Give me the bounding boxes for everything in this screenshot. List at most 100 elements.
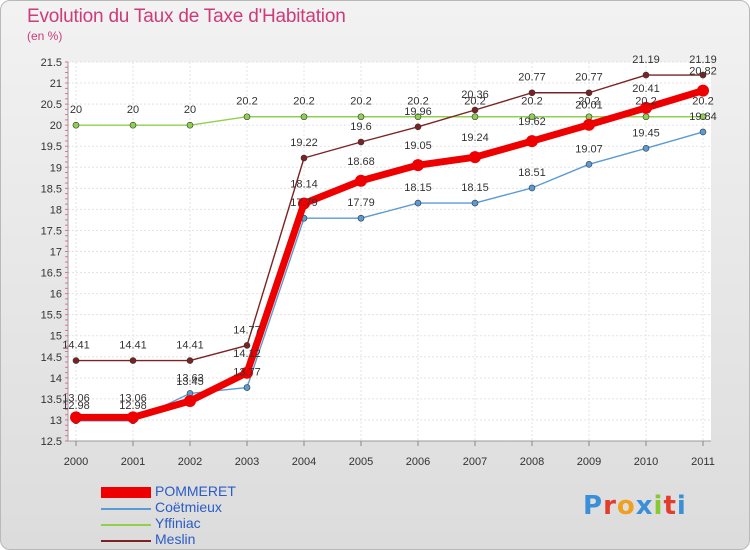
proxiti-logo[interactable]: Proxiti [583,491,687,521]
data-point-cotmieux [585,161,593,168]
series-line-cotmieux [75,131,704,422]
x-tick-label: 2010 [634,456,658,468]
legend-item-coetmieux: Coëtmieux [101,499,321,516]
data-label-cotmieux: 19.84 [689,111,717,123]
data-point-meslin [72,357,80,364]
data-point-meslin [300,154,308,162]
data-point-yffiniac [243,113,251,121]
data-label-pommeret: 20.01 [575,100,603,112]
x-tick-label: 2009 [577,456,601,468]
data-point-pommeret [241,366,253,379]
data-point-yffiniac [642,113,650,121]
legend-label-coetmieux: Coëtmieux [155,499,222,515]
data-label-cotmieux: 17.79 [290,197,318,209]
data-label-pommeret: 18.14 [290,178,318,190]
data-point-meslin [699,71,707,79]
data-label-meslin: 20.77 [518,72,546,84]
data-label-cotmieux: 18.15 [404,182,432,194]
series-line-yffiniac [75,116,704,126]
legend-label-meslin: Meslin [155,531,196,547]
data-label-yffiniac: 20.2 [407,96,428,108]
data-label-cotmieux: 12.98 [62,400,90,412]
data-label-yffiniac: 20.2 [464,96,485,108]
legend-item-pommeret: POMMERET [101,483,321,500]
legend-swatch-coetmieux [101,508,151,510]
data-point-cotmieux [471,199,479,207]
x-tick-label: 2005 [349,456,373,468]
data-label-cotmieux: 19.07 [575,143,603,155]
data-point-yffiniac [300,113,308,121]
data-label-meslin: 14.77 [233,324,261,336]
data-label-cotmieux: 12.98 [119,400,147,412]
data-label-pommeret: 13.06 [62,392,90,404]
x-tick-label: 2006 [406,456,430,468]
data-label-meslin: 21.19 [632,54,660,66]
data-point-pommeret [184,394,196,407]
y-tick-label: 16 [50,289,62,301]
y-tick-label: 16.5 [41,268,62,280]
data-label-pommeret: 18.68 [347,156,375,168]
data-point-meslin [585,89,593,97]
series-line-pommeret [72,87,707,421]
legend-item-meslin: Meslin [101,531,321,548]
data-label-pommeret: 13.45 [176,376,204,388]
y-tick-label: 14.5 [41,352,62,364]
data-point-meslin [642,71,650,79]
data-point-cotmieux [528,184,536,192]
x-tick-label: 2008 [520,456,544,468]
data-label-meslin: 19.6 [350,121,371,133]
data-point-yffiniac [528,113,536,121]
data-label-cotmieux: 19.45 [632,127,660,139]
logo-letter: P [583,491,604,521]
y-tick-label: 20.5 [41,99,62,111]
data-label-pommeret: 20.82 [689,66,717,78]
legend-swatch-meslin [101,540,151,542]
data-label-yffiniac: 20 [127,104,139,116]
series-line-meslin [75,74,704,362]
data-label-cotmieux: 13.63 [176,372,204,384]
data-point-pommeret [697,84,709,97]
data-point-meslin [243,342,251,349]
legend-swatch-pommeret [101,487,151,498]
data-point-meslin [528,89,536,97]
data-point-pommeret [469,151,481,164]
data-point-pommeret [355,174,367,187]
data-label-meslin: 19.96 [404,106,432,118]
y-tick-label: 21 [50,78,62,90]
chart-title: Evolution du Taux de Taxe d'Habitation [27,6,346,27]
logo-letter: i [653,491,664,521]
data-point-cotmieux [642,145,650,152]
x-tick-label: 2000 [64,456,88,468]
x-tick-label: 2004 [292,456,316,468]
data-point-cotmieux [414,199,422,207]
data-label-yffiniac: 20.2 [578,96,599,108]
data-point-pommeret [70,411,82,424]
data-point-meslin [471,106,479,114]
data-point-yffiniac [72,121,80,129]
data-point-yffiniac [357,113,365,121]
data-label-meslin: 14.41 [119,340,147,352]
data-label-yffiniac: 20.2 [521,96,542,108]
legend-swatch-yffiniac [101,524,151,526]
y-tick-label: 21.5 [41,57,62,69]
data-point-cotmieux [699,128,707,136]
logo-letter: t [663,491,677,521]
data-label-pommeret: 20.41 [632,83,660,95]
y-tick-label: 13.5 [41,394,62,406]
data-label-yffiniac: 20 [70,104,82,116]
data-label-pommeret: 19.05 [404,140,432,152]
data-point-pommeret [526,135,538,148]
logo-letter: i [676,491,687,521]
legend-label-yffiniac: Yffiniac [155,515,201,531]
data-label-meslin: 14.41 [62,340,90,352]
data-point-cotmieux [243,384,251,391]
x-tick-label: 2007 [463,456,487,468]
y-tick-label: 19.5 [41,141,62,153]
data-point-pommeret [583,118,595,131]
data-label-meslin: 20.77 [575,72,603,84]
logo-letter: r [603,491,617,521]
y-tick-label: 15.5 [41,310,62,322]
y-tick-label: 13 [50,415,62,427]
chart-subtitle: (en %) [27,29,63,43]
